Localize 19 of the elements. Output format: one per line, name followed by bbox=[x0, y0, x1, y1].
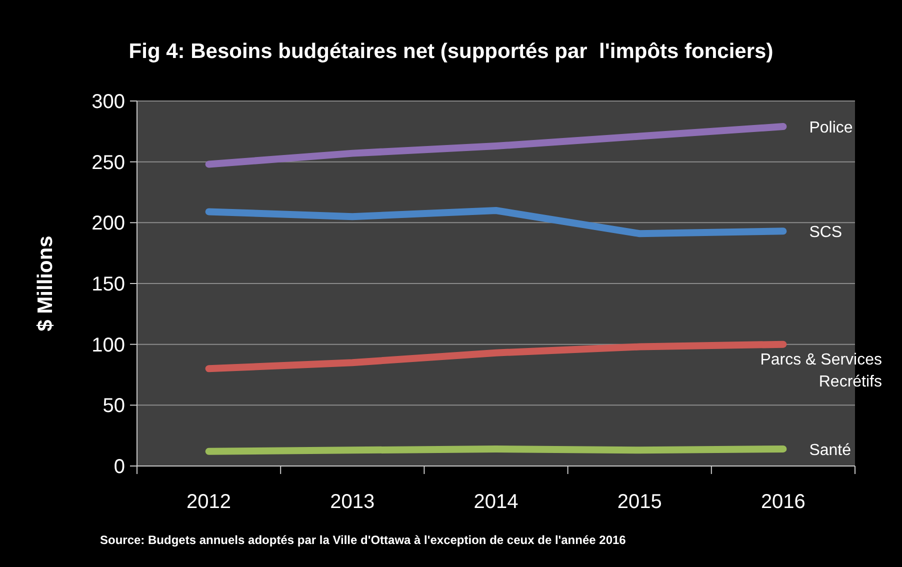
chart-title: Fig 4: Besoins budgétaires net (supportés par l'impôts fonciers) bbox=[128, 40, 774, 63]
source-note: Source: Budgets annuels adoptés par la Ville d'Ottawa à l'exception de ceux de l'année 2016 bbox=[100, 533, 626, 547]
y-tick-label: 150 bbox=[92, 274, 125, 296]
y-tick-label: 200 bbox=[92, 212, 125, 235]
y-tick-label: 100 bbox=[92, 334, 125, 356]
y-tick-label: 0 bbox=[114, 456, 125, 478]
x-tick-label: 2016 bbox=[760, 491, 806, 513]
series-label: Police bbox=[809, 120, 853, 137]
series-label: Parcs & Services Recrétifs bbox=[760, 351, 882, 390]
x-tick-label: 2014 bbox=[474, 491, 518, 513]
y-tick-label: 300 bbox=[92, 91, 125, 113]
y-axis-title: $ Millions bbox=[34, 236, 57, 332]
y-tick-label: 250 bbox=[92, 152, 125, 174]
series-label: Santé bbox=[809, 442, 852, 459]
series-label: SCS bbox=[809, 224, 842, 242]
y-tick-label: 50 bbox=[102, 395, 125, 418]
x-tick-label: 2012 bbox=[186, 491, 232, 513]
x-tick-label: 2013 bbox=[330, 491, 375, 513]
x-tick-label: 2015 bbox=[617, 491, 662, 513]
